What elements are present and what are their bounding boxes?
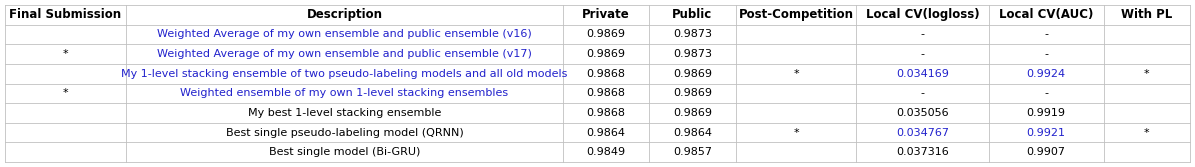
Text: 0.9873: 0.9873 xyxy=(673,29,712,39)
Text: -: - xyxy=(1044,29,1048,39)
Text: 0.9868: 0.9868 xyxy=(587,88,626,98)
Text: 0.9857: 0.9857 xyxy=(673,147,712,157)
Text: 0.9907: 0.9907 xyxy=(1027,147,1066,157)
Text: 0.9921: 0.9921 xyxy=(1027,128,1066,138)
Text: -: - xyxy=(920,29,925,39)
Text: Post-Competition: Post-Competition xyxy=(739,8,853,21)
Text: Weighted Average of my own ensemble and public ensemble (v16): Weighted Average of my own ensemble and … xyxy=(157,29,532,39)
Text: 0.9869: 0.9869 xyxy=(673,69,712,79)
Text: Public: Public xyxy=(673,8,712,21)
Text: 0.9849: 0.9849 xyxy=(587,147,626,157)
Text: My 1-level stacking ensemble of two pseudo-labeling models and all old models: My 1-level stacking ensemble of two pseu… xyxy=(121,69,568,79)
Text: 0.037316: 0.037316 xyxy=(896,147,949,157)
Text: With PL: With PL xyxy=(1121,8,1172,21)
Text: Weighted ensemble of my own 1-level stacking ensembles: Weighted ensemble of my own 1-level stac… xyxy=(180,88,508,98)
Text: Weighted Average of my own ensemble and public ensemble (v17): Weighted Average of my own ensemble and … xyxy=(157,49,532,59)
Text: Best single pseudo-labeling model (QRNN): Best single pseudo-labeling model (QRNN) xyxy=(226,128,464,138)
Text: 0.9864: 0.9864 xyxy=(587,128,626,138)
Text: 0.035056: 0.035056 xyxy=(896,108,949,118)
Text: 0.9869: 0.9869 xyxy=(673,108,712,118)
Text: Best single model (Bi-GRU): Best single model (Bi-GRU) xyxy=(269,147,421,157)
Text: 0.9868: 0.9868 xyxy=(587,108,626,118)
Text: -: - xyxy=(920,88,925,98)
Text: Description: Description xyxy=(306,8,382,21)
Text: *: * xyxy=(793,69,798,79)
Text: 0.9868: 0.9868 xyxy=(587,69,626,79)
Text: *: * xyxy=(62,49,68,59)
Text: *: * xyxy=(1144,69,1150,79)
Text: Local CV(logloss): Local CV(logloss) xyxy=(865,8,980,21)
Text: My best 1-level stacking ensemble: My best 1-level stacking ensemble xyxy=(247,108,441,118)
Text: *: * xyxy=(1144,128,1150,138)
Text: 0.9864: 0.9864 xyxy=(673,128,712,138)
Text: -: - xyxy=(1044,49,1048,59)
Text: 0.9873: 0.9873 xyxy=(673,49,712,59)
Text: Private: Private xyxy=(582,8,630,21)
Text: *: * xyxy=(793,128,798,138)
Text: 0.034767: 0.034767 xyxy=(896,128,949,138)
Text: Local CV(AUC): Local CV(AUC) xyxy=(999,8,1093,21)
Text: 0.9919: 0.9919 xyxy=(1027,108,1066,118)
Text: -: - xyxy=(1044,88,1048,98)
Text: *: * xyxy=(62,88,68,98)
Text: 0.9869: 0.9869 xyxy=(673,88,712,98)
Text: 0.9924: 0.9924 xyxy=(1027,69,1066,79)
Text: 0.034169: 0.034169 xyxy=(896,69,949,79)
Text: 0.9869: 0.9869 xyxy=(587,29,626,39)
Text: 0.9869: 0.9869 xyxy=(587,49,626,59)
Text: Final Submission: Final Submission xyxy=(10,8,122,21)
Text: -: - xyxy=(920,49,925,59)
